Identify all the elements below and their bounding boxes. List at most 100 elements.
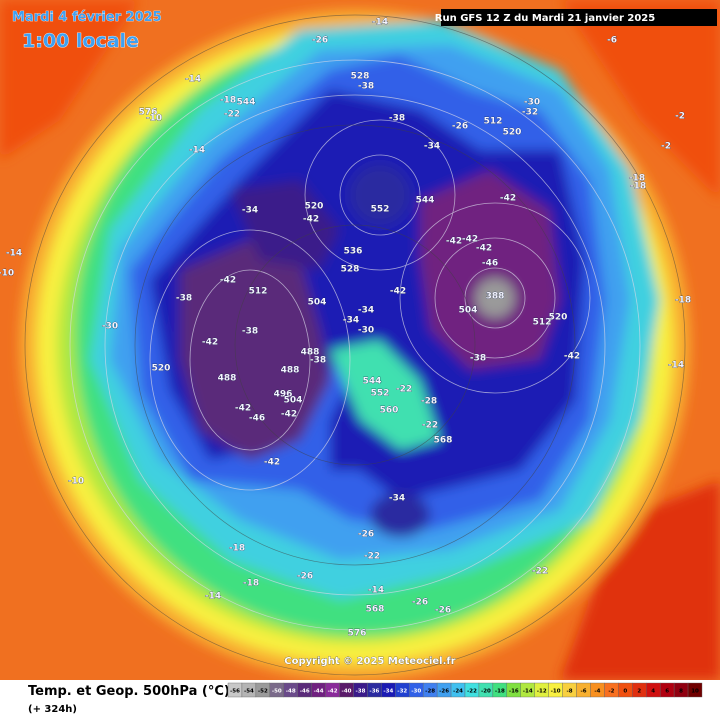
contour-label: 520	[549, 313, 568, 323]
contour-label: -18	[220, 96, 236, 106]
contour-label: 520	[503, 128, 522, 138]
scale-label: -10	[551, 689, 561, 695]
contour-label: -30	[358, 326, 374, 336]
contour-label: 488	[301, 348, 320, 358]
contour-label: 512	[249, 287, 268, 297]
scale-label: -44	[314, 689, 324, 695]
contour-label: -26	[452, 122, 468, 132]
contour-label: 528	[351, 72, 370, 82]
scale-label: -50	[272, 689, 282, 695]
contour-label: -14	[6, 249, 22, 259]
scale-label: -52	[258, 689, 268, 695]
contour-label: -46	[482, 259, 498, 269]
copyright: Copyright © 2025 Meteociel.fr	[284, 656, 455, 667]
contour-label: -42	[476, 244, 492, 254]
scale-label: 6	[665, 689, 669, 695]
contour-label: -30	[524, 98, 540, 108]
contour-label: -10	[68, 477, 84, 487]
contour-label: 560	[380, 406, 399, 416]
contour-label: -14	[668, 361, 684, 371]
contour-label: -22	[396, 385, 412, 395]
temperature-field	[0, 0, 720, 680]
contour-label: -14	[189, 146, 205, 156]
contour-label: -38	[470, 354, 486, 364]
contour-label: 504	[459, 306, 478, 316]
scale-label: -28	[425, 689, 435, 695]
scale-label: -26	[439, 689, 449, 695]
contour-label: 520	[305, 202, 324, 212]
contour-label: 528	[341, 265, 360, 275]
contour-label: -38	[310, 356, 326, 366]
scale-label: -48	[286, 689, 296, 695]
contour-label: -42	[446, 237, 462, 247]
scale-label: -6	[580, 689, 586, 695]
contour-label: -22	[532, 567, 548, 577]
contour-label: -14	[205, 592, 221, 602]
scale-label: -16	[509, 689, 519, 695]
contour-label: -34	[424, 142, 440, 152]
contour-label: -18	[229, 544, 245, 554]
contour-label: -2	[661, 142, 671, 152]
scale-label: -2	[608, 689, 614, 695]
contour-label: -10	[146, 114, 162, 124]
scale-label: -46	[300, 689, 310, 695]
scale-label: 4	[651, 689, 655, 695]
contour-label: -30	[102, 322, 118, 332]
scale-label: -24	[453, 689, 463, 695]
contour-label: -42	[564, 352, 580, 362]
contour-label: 544	[237, 98, 256, 108]
contour-label: 488	[281, 366, 300, 376]
scale-label: -18	[495, 689, 505, 695]
map-title: Temp. et Geop. 500hPa (°C)	[28, 684, 230, 699]
scale-label: -40	[342, 689, 352, 695]
contour-label: -18	[630, 182, 646, 192]
contour-label: -42	[500, 194, 516, 204]
contour-label: -14	[368, 586, 384, 596]
contour-label: -34	[358, 306, 374, 316]
contour-label: -18	[243, 579, 259, 589]
contour-label: -22	[364, 552, 380, 562]
contour-label: -28	[421, 397, 437, 407]
contour-label: 504	[284, 396, 303, 406]
contour-label: -26	[297, 572, 313, 582]
scale-label: -12	[537, 689, 547, 695]
scale-label: -36	[369, 689, 379, 695]
scale-label: -42	[328, 689, 338, 695]
scale-label: 10	[691, 689, 699, 695]
run-info: Run GFS 12 Z du Mardi 21 janvier 2025	[435, 13, 655, 24]
color-scale: -56 -54 -52 -50 -48 -46 -44 -42 -40 -38 -36 -34 -32-…	[227, 682, 703, 698]
contour-label: -42	[281, 410, 297, 420]
scale-label: -14	[523, 689, 533, 695]
contour-label: -34	[242, 206, 258, 216]
contour-label: -38	[242, 327, 258, 337]
contour-label: -22	[422, 421, 438, 431]
lead-time: (+ 324h)	[28, 704, 77, 715]
contour-label: -22	[224, 110, 240, 120]
contour-label: 576	[139, 108, 158, 118]
run-box	[441, 9, 717, 26]
lat-circles	[24, 14, 686, 676]
contour-label: -26	[358, 530, 374, 540]
contour-label: -14	[185, 75, 201, 85]
forecast-date: Mardi 4 février 2025	[12, 10, 162, 25]
contour-label: -18	[629, 174, 645, 184]
contour-label: -26	[312, 36, 328, 46]
contour-label: -2	[675, 112, 685, 122]
contour-label: -42	[462, 235, 478, 245]
scale-label: -22	[467, 689, 477, 695]
contour-label: 496	[274, 390, 293, 400]
scale-swatch	[687, 682, 703, 698]
contour-label: -38	[358, 82, 374, 92]
contour-label: 536	[344, 247, 363, 257]
contour-label: 488	[218, 374, 237, 384]
scale-label: -30	[411, 689, 421, 695]
contour-label: 568	[434, 436, 453, 446]
contour-label: 576	[348, 629, 367, 639]
contour-label: -26	[412, 598, 428, 608]
contour-label: 520	[152, 364, 171, 374]
scale-label: -4	[594, 689, 600, 695]
contour-label: -42	[390, 287, 406, 297]
contour-label: -42	[235, 404, 251, 414]
contour-label: -34	[343, 316, 359, 326]
contour-label: 568	[366, 605, 385, 615]
